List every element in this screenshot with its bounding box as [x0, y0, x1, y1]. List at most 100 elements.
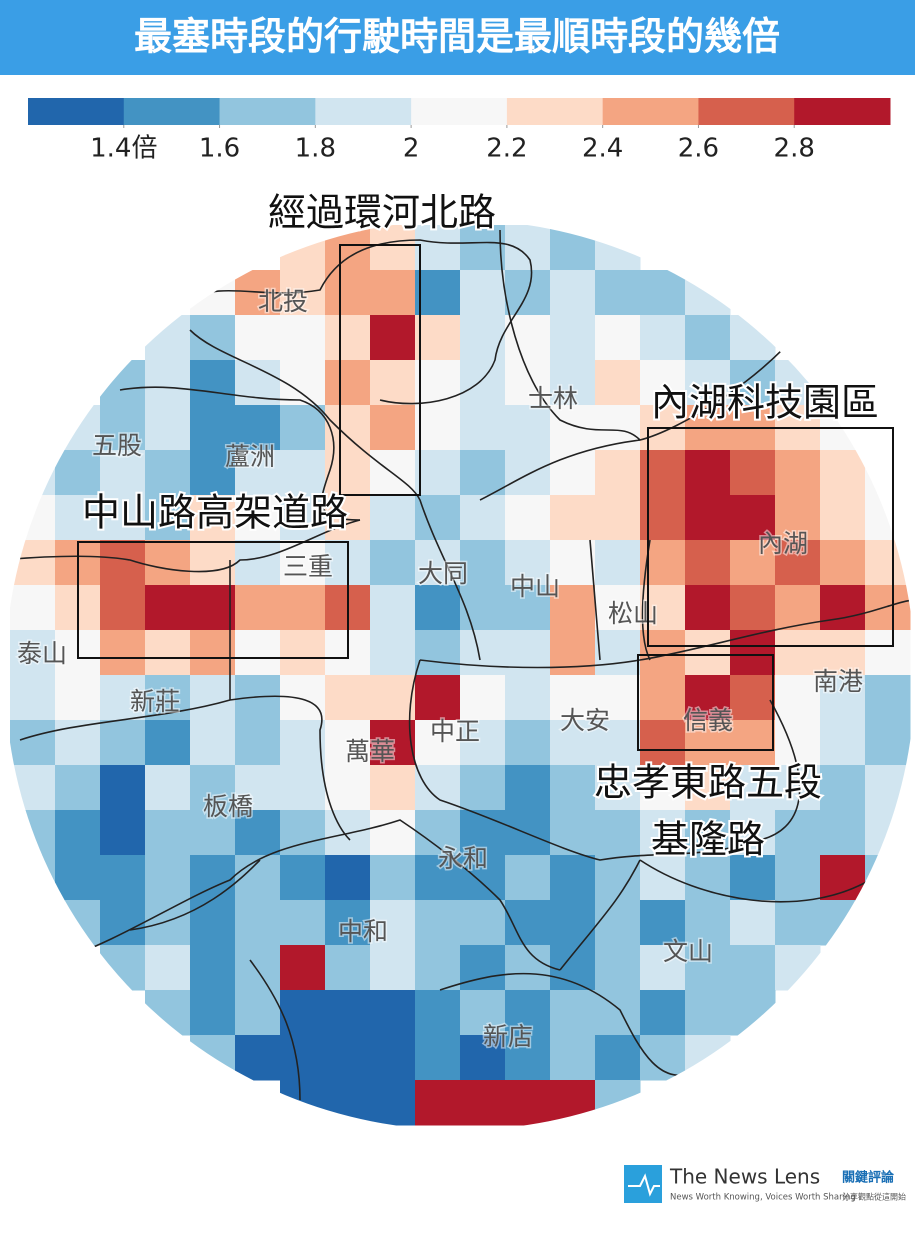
heat-cell — [325, 720, 371, 766]
legend-swatch — [698, 98, 795, 125]
heat-cell — [550, 495, 596, 541]
heat-cell — [775, 540, 821, 586]
heat-cell — [865, 540, 911, 586]
heat-cell — [505, 1080, 551, 1126]
district-label: 南港 — [813, 667, 863, 696]
heat-cell — [460, 945, 506, 991]
heat-cell — [640, 495, 686, 541]
heat-cell — [325, 900, 371, 946]
heat-cell — [505, 450, 551, 496]
heat-cell — [460, 630, 506, 676]
heat-cell — [460, 270, 506, 316]
heat-cell — [550, 1080, 596, 1126]
heat-cell — [685, 270, 731, 316]
heat-cell — [370, 495, 416, 541]
heat-cell — [235, 405, 281, 451]
heat-cell — [550, 855, 596, 901]
heat-cell — [55, 720, 101, 766]
district-label: 北投 — [258, 287, 308, 316]
heat-cell — [460, 315, 506, 361]
heat-cell — [505, 405, 551, 451]
annotation-box — [339, 244, 421, 496]
heat-cell — [190, 495, 236, 541]
heat-cell — [280, 495, 326, 541]
heat-cell — [190, 540, 236, 586]
heat-cell — [730, 720, 776, 766]
heat-cell — [820, 450, 866, 496]
heat-cell — [505, 855, 551, 901]
heat-cell — [325, 360, 371, 406]
heat-cell — [415, 405, 461, 451]
heat-cell — [100, 900, 146, 946]
heat-cell — [190, 810, 236, 856]
heat-cell — [595, 315, 641, 361]
heat-cell — [370, 675, 416, 721]
heat-cell — [145, 630, 191, 676]
heat-cell — [55, 900, 101, 946]
heat-cell — [145, 585, 191, 631]
annotation: 忠孝東路五段 — [594, 761, 822, 805]
heat-cell — [730, 315, 776, 361]
heat-cell — [730, 450, 776, 496]
brand: The News Lens — [669, 1165, 820, 1189]
heat-cell — [595, 270, 641, 316]
district-label: 文山 — [663, 937, 713, 966]
heat-cell — [235, 1035, 281, 1081]
heat-cell — [235, 315, 281, 361]
heat-cell — [55, 855, 101, 901]
legend-swatch — [411, 98, 508, 125]
heat-cell — [55, 495, 101, 541]
heat-cell — [730, 855, 776, 901]
heat-cell — [460, 495, 506, 541]
heat-cell — [370, 810, 416, 856]
legend-swatch — [123, 98, 221, 125]
heat-cell — [550, 315, 596, 361]
heat-cell — [325, 945, 371, 991]
heat-cell — [550, 1035, 596, 1081]
legend-swatch — [506, 98, 604, 125]
heat-cell — [640, 1035, 686, 1081]
heat-cell — [460, 675, 506, 721]
legend-tick-label: 2.8 — [774, 134, 815, 164]
heat-cell — [280, 540, 326, 586]
heat-cell — [505, 585, 551, 631]
heat-cell — [595, 495, 641, 541]
heat-cell — [190, 900, 236, 946]
heat-cell — [865, 765, 911, 811]
heat-cell — [370, 630, 416, 676]
legend-tick-label: 2 — [403, 134, 420, 164]
heat-cell — [595, 675, 641, 721]
legend-tick-label: 2.4 — [582, 134, 623, 164]
annotation-box — [77, 541, 349, 659]
heat-cell — [190, 990, 236, 1036]
boundary — [499, 229, 801, 441]
heat-cell — [325, 1080, 371, 1126]
heat-cell — [730, 900, 776, 946]
heat-cell — [595, 225, 641, 271]
heat-cell — [415, 585, 461, 631]
heat-cell — [775, 810, 821, 856]
heat-cell — [100, 450, 146, 496]
heat-cell — [865, 450, 911, 496]
district-label: 泰山 — [17, 639, 67, 668]
heat-cell — [280, 315, 326, 361]
heat-cell — [550, 450, 596, 496]
heat-cell — [820, 540, 866, 586]
heat-cell — [820, 765, 866, 811]
heat-cell — [820, 900, 866, 946]
heat-cell — [505, 495, 551, 541]
heat-cell — [595, 1035, 641, 1081]
district-label: 松山 — [608, 599, 658, 628]
heat-cell — [10, 720, 56, 766]
heat-cell — [685, 990, 731, 1036]
district-label: 新莊 — [130, 687, 180, 716]
heat-cell — [685, 945, 731, 991]
heat-cell — [685, 585, 731, 631]
heat-cell — [460, 1080, 506, 1126]
heat-cell — [145, 810, 191, 856]
heat-cell — [415, 675, 461, 721]
heat-cell — [685, 900, 731, 946]
heat-cell — [415, 1035, 461, 1081]
heat-cell — [280, 945, 326, 991]
heat-cell — [685, 630, 731, 676]
